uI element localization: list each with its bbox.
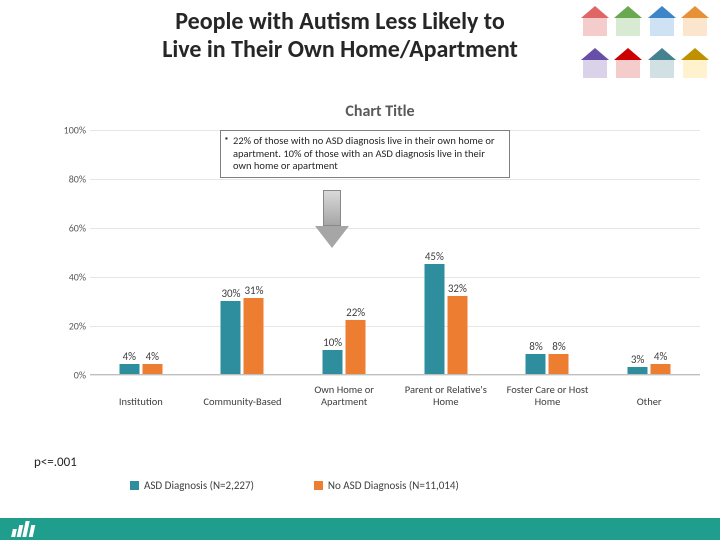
house-icon [647, 6, 677, 45]
bar-pair: 8%8% [526, 130, 569, 374]
legend-label: ASD Diagnosis (N=2,227) [144, 479, 254, 492]
chart-title-placeholder: Chart Title [345, 102, 414, 121]
legend-item: ASD Diagnosis (N=2,227) [130, 479, 254, 492]
y-axis-tick: 0% [56, 369, 86, 382]
bar-value-label: 4% [146, 350, 159, 363]
bar-value-label: 3% [631, 353, 644, 366]
bar-value-label: 22% [346, 306, 365, 319]
chart-legend: ASD Diagnosis (N=2,227) No ASD Diagnosis … [130, 479, 610, 492]
bar-group: 4%4%Institution [90, 130, 192, 374]
house-icon [613, 6, 643, 45]
bar-value-label: 31% [244, 284, 263, 297]
legend-label: No ASD Diagnosis (N=11,014) [328, 479, 459, 492]
house-icon [680, 48, 710, 87]
house-icon [613, 48, 643, 87]
footer-bar [0, 518, 720, 540]
category-label: Foster Care or Host Home [497, 384, 599, 408]
house-icon [580, 48, 610, 87]
bar-no-asd: 32% [447, 296, 467, 374]
houses-illustration [580, 6, 710, 86]
bar-asd: 30% [221, 301, 241, 375]
category-label: Other [598, 396, 700, 408]
y-axis-tick: 20% [56, 320, 86, 333]
bar-no-asd: 4% [142, 364, 162, 374]
bar-value-label: 8% [529, 340, 542, 353]
bar-asd: 4% [119, 364, 139, 374]
bar-no-asd: 22% [346, 320, 366, 374]
house-icon [647, 48, 677, 87]
bar-pair: 3%4% [628, 130, 671, 374]
y-axis-tick: 40% [56, 271, 86, 284]
bar-asd: 8% [526, 354, 546, 374]
bar-no-asd: 31% [244, 298, 264, 374]
bar-asd: 3% [628, 367, 648, 374]
category-label: Institution [90, 396, 192, 408]
bar-value-label: 32% [448, 282, 467, 295]
bar-value-label: 4% [123, 350, 136, 363]
bar-chart: Chart Title 0%20%40%60%80%100%4%4%Instit… [60, 130, 700, 410]
bar-value-label: 45% [425, 250, 444, 263]
bar-pair: 4%4% [119, 130, 162, 374]
p-value-text: p<=.001 [34, 455, 77, 470]
category-label: Parent or Relative's Home [395, 384, 497, 408]
annotation-arrow [315, 190, 349, 250]
bar-asd: 10% [323, 350, 343, 375]
annotation-callout: 22% of those with no ASD diagnosis live … [220, 130, 510, 178]
footer-logo-icon [12, 521, 38, 537]
bar-group: 8%8%Foster Care or Host Home [497, 130, 599, 374]
gridline [90, 375, 700, 376]
bar-asd: 45% [424, 264, 444, 374]
y-axis-tick: 80% [56, 173, 86, 186]
y-axis-tick: 60% [56, 222, 86, 235]
bar-value-label: 10% [323, 336, 342, 349]
bar-no-asd: 4% [651, 364, 671, 374]
bar-no-asd: 8% [549, 354, 569, 374]
legend-swatch [314, 481, 323, 490]
category-label: Own Home or Apartment [293, 384, 395, 408]
bar-value-label: 8% [552, 340, 565, 353]
y-axis-tick: 100% [56, 124, 86, 137]
house-icon [680, 6, 710, 45]
bar-value-label: 30% [221, 287, 240, 300]
legend-swatch [130, 481, 139, 490]
page-title: People with Autism Less Likely to Live i… [160, 8, 520, 63]
bar-value-label: 4% [654, 350, 667, 363]
category-label: Community-Based [192, 396, 294, 408]
house-icon [580, 6, 610, 45]
bar-group: 3%4%Other [598, 130, 700, 374]
legend-item: No ASD Diagnosis (N=11,014) [314, 479, 459, 492]
